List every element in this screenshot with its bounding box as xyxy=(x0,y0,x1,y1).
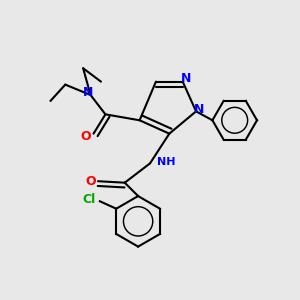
Text: Cl: Cl xyxy=(83,193,96,206)
Text: N: N xyxy=(82,85,93,98)
Text: O: O xyxy=(81,130,92,143)
Text: O: O xyxy=(85,175,96,188)
Text: N: N xyxy=(194,103,204,116)
Text: NH: NH xyxy=(157,157,176,167)
Text: N: N xyxy=(181,72,191,85)
